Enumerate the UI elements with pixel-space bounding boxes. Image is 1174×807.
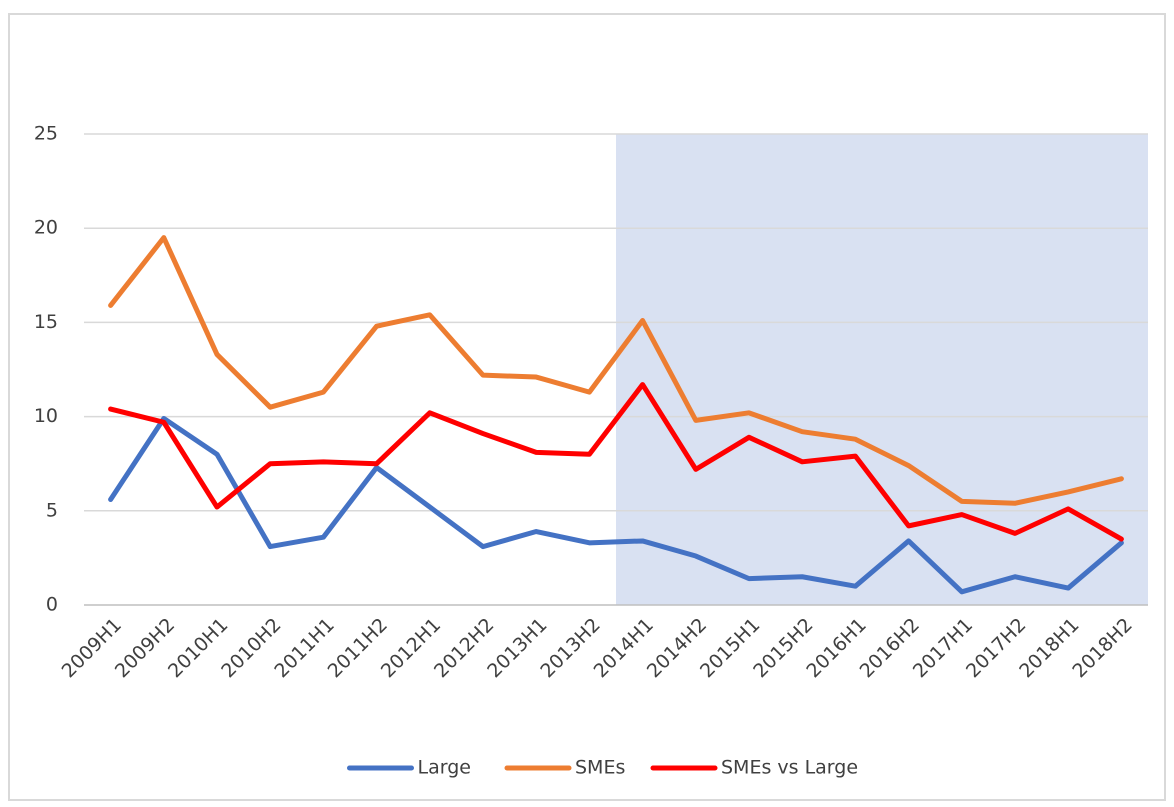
- line-series: [108, 382, 1124, 542]
- y-tick-label: 20: [34, 217, 58, 239]
- line-series: [108, 415, 1124, 595]
- y-tick-label: 25: [34, 123, 58, 145]
- y-tick-label: 5: [46, 499, 58, 521]
- y-tick-label: 0: [46, 594, 58, 616]
- legend-label: SMEs: [575, 757, 625, 779]
- highlight-region: [616, 134, 1148, 605]
- legend-label: SMEs vs Large: [721, 757, 858, 779]
- y-tick-label: 15: [34, 311, 58, 333]
- legend-label: Large: [418, 757, 471, 779]
- y-tick-label: 10: [34, 405, 58, 427]
- line-series: [108, 235, 1124, 506]
